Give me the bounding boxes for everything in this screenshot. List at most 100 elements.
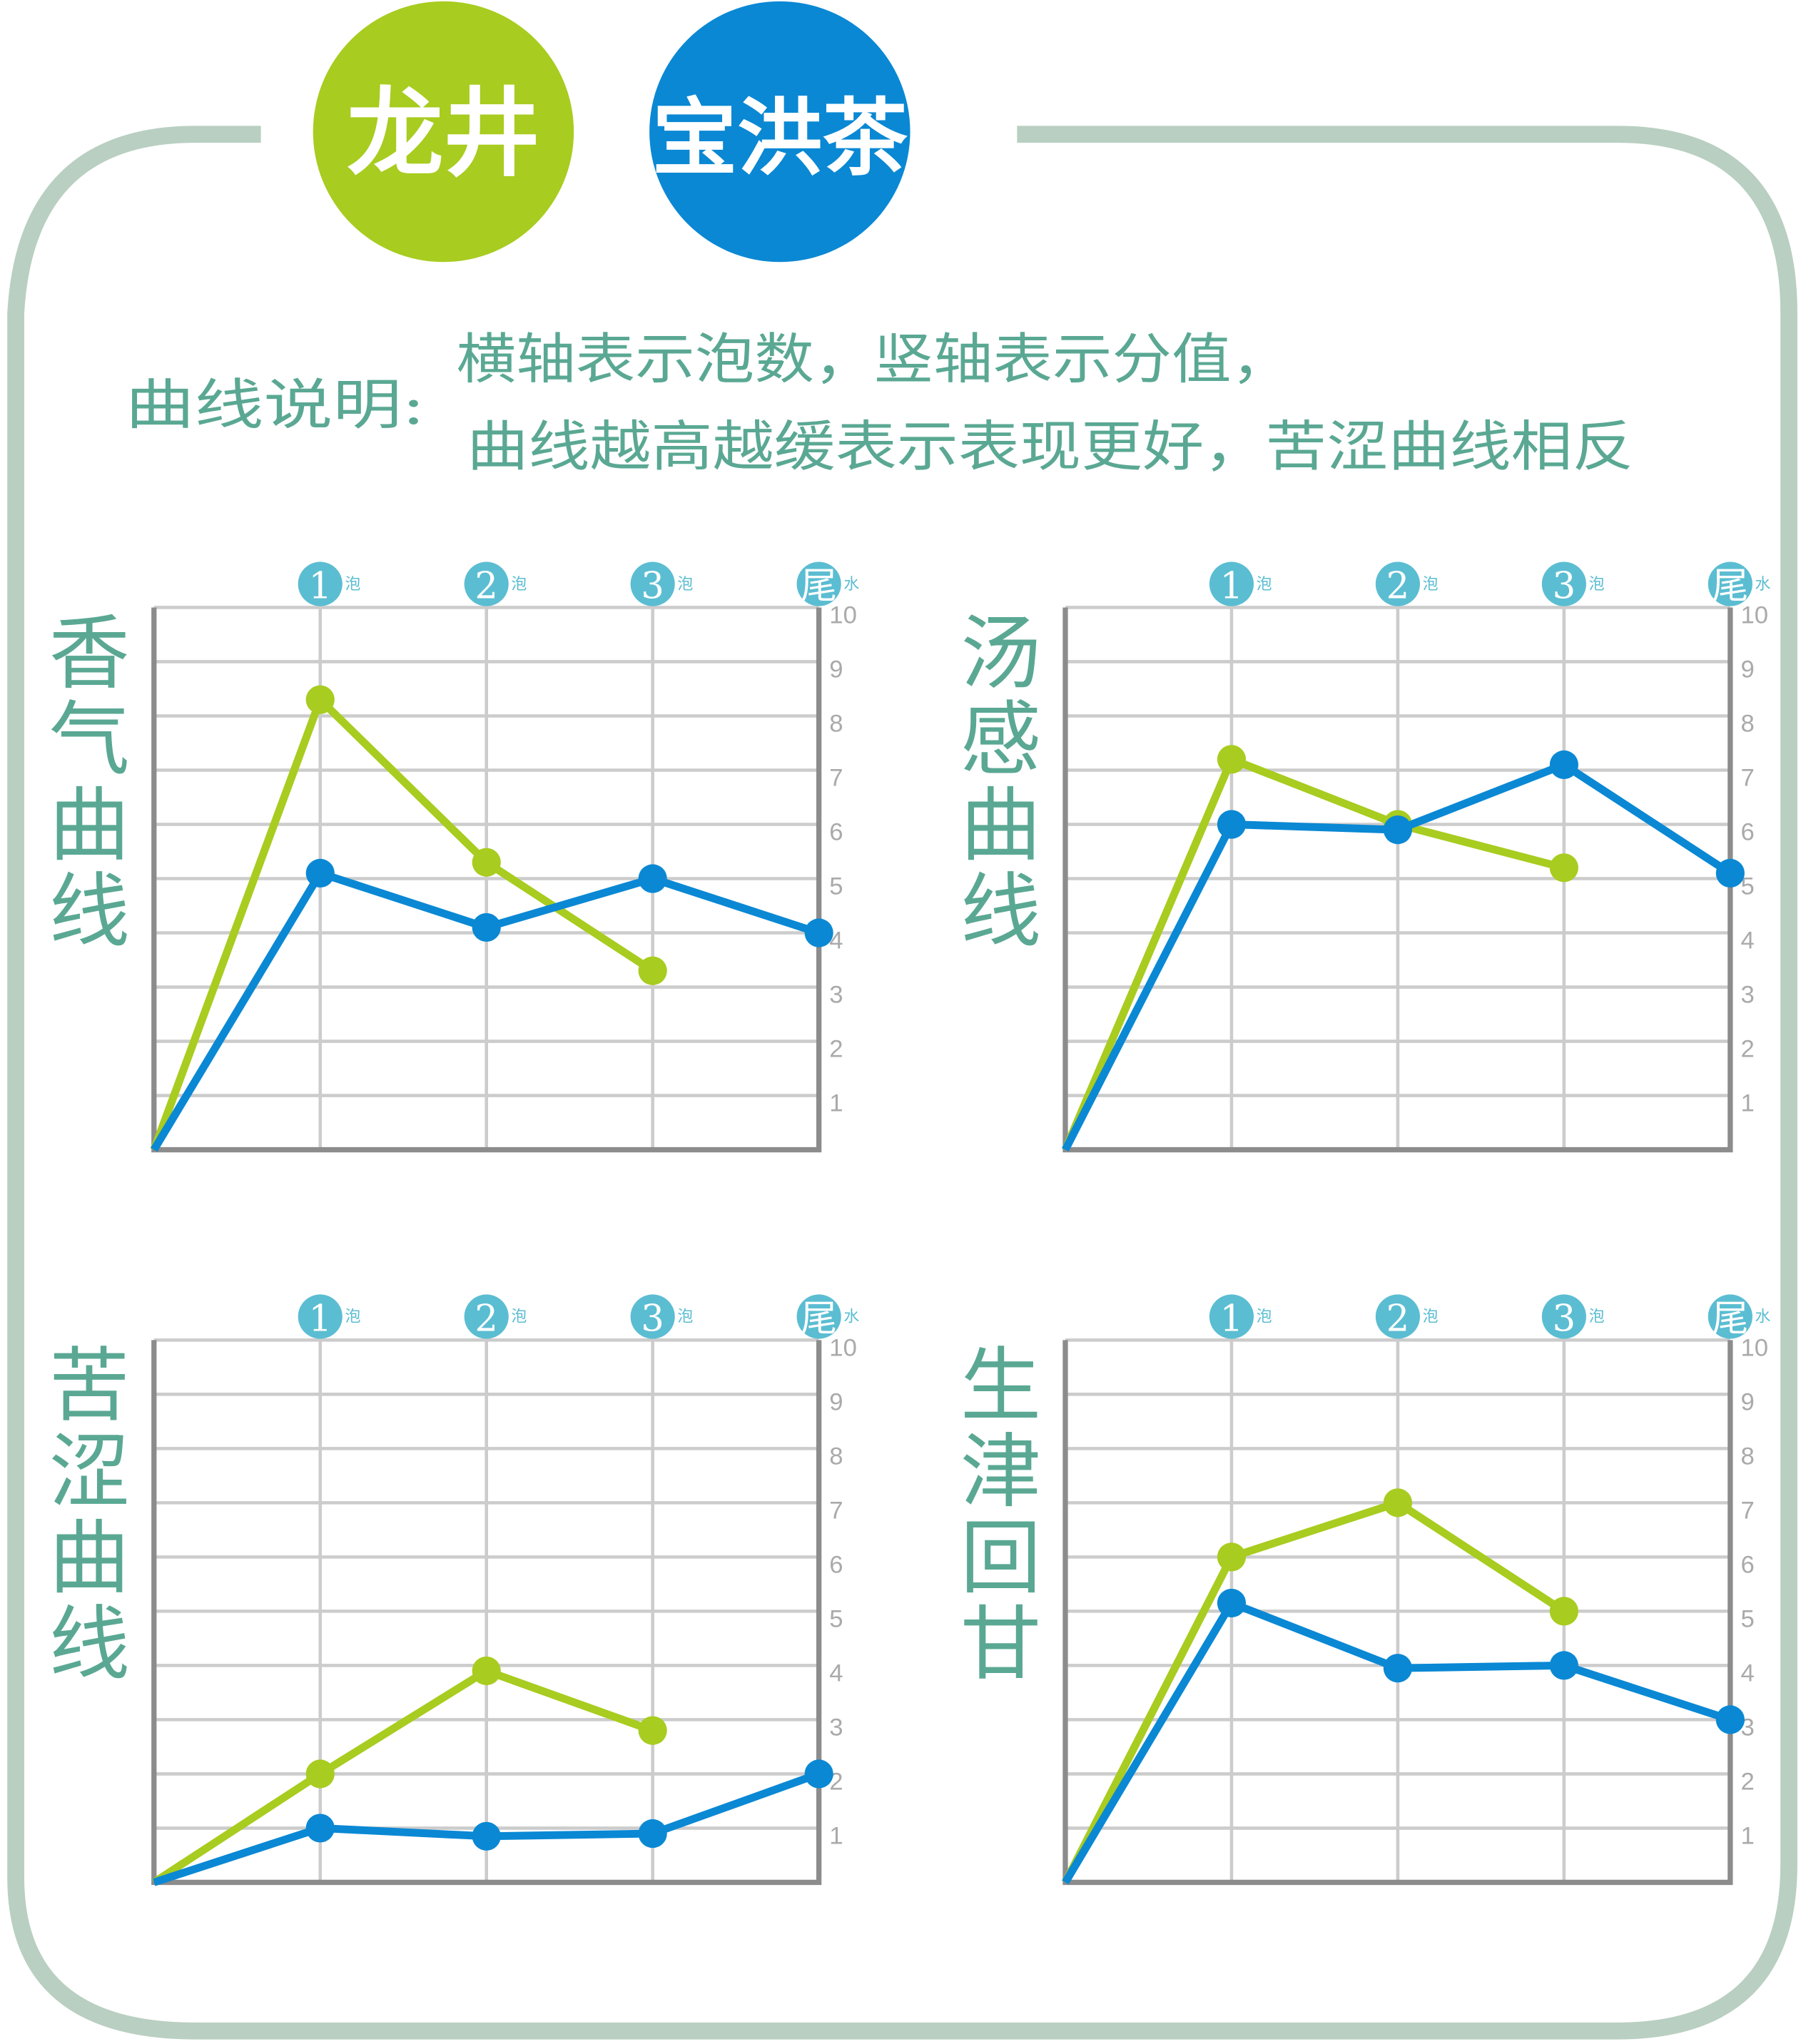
y-tick-label: 8 (829, 710, 843, 737)
series-longjing (151, 1656, 667, 1886)
data-point (1383, 815, 1413, 845)
data-point (1217, 745, 1247, 774)
axis-frame (151, 607, 822, 1153)
chart-title: 生津回甘 (946, 1343, 1040, 1687)
x-tick-circle (1541, 561, 1586, 606)
y-tick-label: 1 (829, 1089, 843, 1117)
y-tick-label: 6 (1740, 818, 1754, 845)
x-tick-sublabel: 水 (843, 1308, 859, 1326)
data-point (1549, 1597, 1578, 1626)
y-tick-label: 9 (829, 1388, 843, 1415)
data-point (1549, 750, 1578, 779)
chart-1: 109876543211 泡 2 泡 3 泡尾水香气曲线 (35, 561, 859, 1153)
series-line (1061, 755, 1566, 1151)
x-tick-label: 2 (1386, 566, 1410, 608)
x-tick-sublabel: 泡 (345, 576, 360, 594)
data-point (1217, 1542, 1247, 1572)
legend-baohong-circle (649, 1, 910, 263)
chart-title: 香气曲线 (35, 610, 129, 954)
series-longjing (150, 685, 667, 1151)
chart-title: 汤感曲线 (946, 610, 1040, 954)
description-label: 曲线说明: (126, 374, 425, 437)
y-tick-label: 6 (1740, 1551, 1754, 1578)
y-tick-label: 1 (1740, 1822, 1754, 1849)
chart-3: 109876543211 泡 2 泡 3 泡尾水苦涩曲线 (35, 1294, 859, 1886)
x-tick-circle (1541, 1294, 1586, 1339)
data-point (305, 1814, 335, 1843)
data-point (305, 1759, 335, 1789)
charts: 109876543211 泡 2 泡 3 泡尾水香气曲线 109876543211 泡 2 泡 3 泡… (35, 561, 1771, 1886)
x-tick-circle (464, 1294, 509, 1339)
x-tick: 尾水 (1708, 1294, 1771, 1341)
x-tick-label: 尾 (801, 1298, 837, 1341)
data-point (472, 912, 501, 942)
x-tick-circle (1209, 1294, 1254, 1339)
y-tick-label: 8 (1740, 1443, 1754, 1470)
x-tick-circle (298, 1294, 343, 1339)
series-line (1062, 1498, 1566, 1884)
y-tick-label: 7 (1740, 764, 1754, 791)
data-point (638, 956, 667, 985)
y-tick-label: 4 (1740, 927, 1754, 954)
x-tick-sublabel: 泡 (677, 576, 693, 594)
chart-4: 109876543211 泡 2 泡 3 泡尾水生津回甘 (946, 1294, 1771, 1886)
x-tick-circle (1209, 561, 1254, 606)
data-point (804, 918, 833, 947)
x-tick-sublabel: 泡 (1423, 1308, 1439, 1326)
legend-baohong-label: 宝洪茶 (652, 91, 908, 185)
x-tick-label: 3 (1553, 1298, 1576, 1341)
x-tick-circle (298, 561, 343, 606)
series-line (151, 1667, 654, 1886)
y-tick-label: 10 (829, 1334, 857, 1361)
x-tick-sublabel: 泡 (677, 1308, 693, 1326)
y-tick-label: 5 (1740, 873, 1754, 900)
series-longjing (1061, 745, 1578, 1151)
x-tick-circle (1375, 1294, 1420, 1339)
data-point (472, 1656, 501, 1686)
y-tick-label: 4 (1740, 1659, 1754, 1687)
data-point (305, 858, 335, 888)
data-point (472, 848, 501, 877)
data-point (472, 1821, 501, 1851)
x-tick: 尾水 (796, 561, 859, 608)
x-tick-label: 尾 (801, 566, 837, 608)
series-baohong (151, 858, 833, 1152)
x-tick-label: 1 (1220, 1298, 1244, 1341)
x-tick-circle (1708, 1294, 1752, 1339)
x-tick-circle (464, 561, 509, 606)
x-tick: 尾水 (796, 1294, 859, 1341)
x-tick-circle (796, 1294, 841, 1339)
y-tick-label: 1 (829, 1822, 843, 1849)
x-tick-sublabel: 水 (843, 576, 859, 594)
y-tick-label: 3 (829, 1714, 843, 1741)
y-tick-label: 9 (1740, 1388, 1754, 1415)
y-tick-label: 1 (1740, 1089, 1754, 1117)
y-tick-label: 5 (1740, 1605, 1754, 1632)
y-tick-label: 7 (829, 1497, 843, 1524)
series-line (150, 696, 655, 1151)
data-point (1715, 858, 1745, 888)
legend-longjing-circle (313, 1, 574, 263)
data-point (305, 685, 335, 714)
y-tick-label: 2 (1740, 1035, 1754, 1062)
x-tick-circle (1375, 561, 1420, 606)
y-tick-label: 4 (829, 1659, 843, 1687)
x-tick-circle (630, 1294, 675, 1339)
series-baohong (1062, 1588, 1745, 1885)
data-point (1549, 853, 1578, 883)
y-tick-label: 10 (1740, 1334, 1768, 1361)
x-tick: 尾水 (1708, 561, 1771, 608)
x-tick-sublabel: 水 (1755, 576, 1771, 594)
y-tick-label: 9 (1740, 656, 1754, 683)
y-tick-label: 2 (1740, 1768, 1754, 1795)
x-tick-sublabel: 泡 (511, 1308, 527, 1326)
x-tick-label: 3 (641, 566, 664, 608)
